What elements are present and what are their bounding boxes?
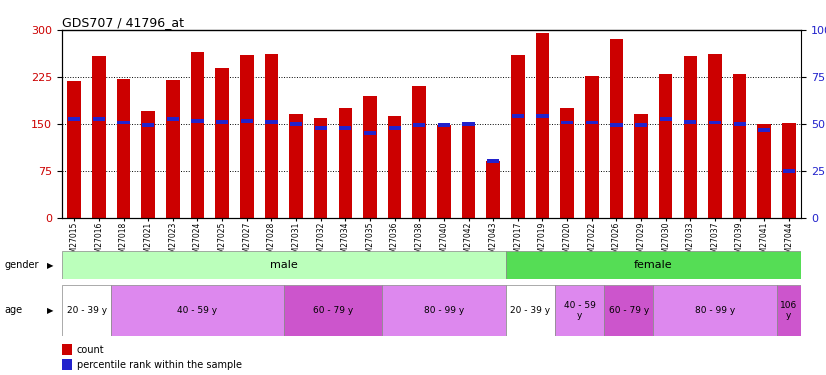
Bar — [536, 33, 549, 218]
Bar — [192, 119, 203, 123]
Bar — [776, 285, 801, 336]
Bar — [314, 117, 327, 218]
Text: 60 - 79 y: 60 - 79 y — [313, 306, 354, 315]
Bar — [757, 124, 771, 218]
Text: 106
y: 106 y — [781, 301, 798, 320]
Text: female: female — [634, 260, 672, 270]
Bar — [733, 122, 746, 126]
Bar — [511, 55, 525, 217]
Bar — [142, 123, 154, 127]
Bar — [116, 79, 131, 218]
Bar — [659, 74, 672, 217]
Bar — [93, 56, 106, 217]
Bar — [382, 285, 506, 336]
Bar — [684, 120, 696, 124]
Text: 40 - 59 y: 40 - 59 y — [178, 306, 217, 315]
Text: 20 - 39 y: 20 - 39 y — [510, 306, 550, 315]
Bar — [462, 123, 475, 218]
Bar — [634, 114, 648, 218]
Bar — [62, 251, 506, 279]
Text: gender: gender — [4, 260, 39, 270]
Bar — [604, 285, 653, 336]
Bar — [437, 125, 451, 217]
Bar — [487, 161, 500, 218]
Bar — [339, 108, 352, 218]
Bar — [166, 80, 179, 218]
Text: 80 - 99 y: 80 - 99 y — [695, 306, 735, 315]
Text: 20 - 39 y: 20 - 39 y — [67, 306, 107, 315]
Text: 60 - 79 y: 60 - 79 y — [609, 306, 649, 315]
Bar — [364, 131, 376, 135]
Bar — [216, 120, 228, 124]
Bar — [412, 86, 426, 218]
Bar — [112, 285, 284, 336]
Bar — [487, 159, 499, 163]
Bar — [240, 119, 253, 123]
Bar — [388, 126, 401, 130]
Bar — [709, 121, 721, 124]
Bar — [265, 120, 278, 124]
Bar — [413, 123, 425, 127]
Text: age: age — [4, 305, 22, 315]
Bar — [653, 285, 776, 336]
Bar — [388, 116, 401, 218]
Bar — [93, 117, 105, 121]
Bar — [339, 126, 351, 130]
Bar — [560, 108, 574, 218]
Bar — [758, 128, 771, 132]
Bar — [264, 54, 278, 217]
Bar — [69, 117, 80, 121]
Bar — [660, 117, 672, 121]
Bar — [512, 114, 524, 118]
Bar — [315, 126, 327, 130]
Bar — [506, 285, 555, 336]
Bar — [363, 96, 377, 218]
Bar — [438, 123, 450, 127]
Bar — [68, 81, 81, 218]
Bar — [684, 56, 697, 217]
Bar — [506, 251, 801, 279]
Bar — [290, 122, 302, 126]
Bar — [463, 122, 475, 126]
Bar — [610, 123, 623, 127]
Bar — [62, 344, 72, 355]
Bar — [191, 52, 204, 217]
Bar — [561, 121, 573, 124]
Bar — [585, 76, 599, 217]
Bar — [783, 169, 795, 172]
Text: percentile rank within the sample: percentile rank within the sample — [77, 360, 242, 370]
Bar — [536, 114, 548, 117]
Bar — [216, 68, 229, 218]
Bar — [733, 74, 747, 217]
Bar — [284, 285, 382, 336]
Bar — [610, 39, 623, 218]
Bar — [167, 117, 179, 121]
Text: 40 - 59
y: 40 - 59 y — [563, 301, 596, 320]
Text: GDS707 / 41796_at: GDS707 / 41796_at — [62, 16, 184, 29]
Bar — [62, 285, 112, 336]
Text: ▶: ▶ — [47, 261, 54, 270]
Text: ▶: ▶ — [47, 306, 54, 315]
Bar — [586, 121, 598, 124]
Text: 80 - 99 y: 80 - 99 y — [424, 306, 464, 315]
Bar — [289, 114, 303, 218]
Text: male: male — [270, 260, 297, 270]
Text: count: count — [77, 345, 104, 355]
Bar — [708, 54, 722, 217]
Bar — [240, 55, 254, 217]
Bar — [141, 111, 155, 218]
Bar — [62, 359, 72, 370]
Bar — [782, 123, 795, 218]
Bar — [635, 123, 647, 127]
Bar — [117, 121, 130, 124]
Bar — [555, 285, 604, 336]
